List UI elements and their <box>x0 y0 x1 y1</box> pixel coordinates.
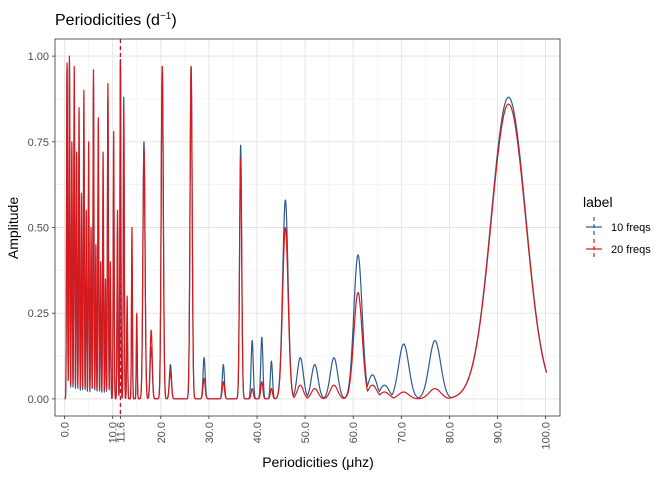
x-tick-label: 20.0 <box>156 422 168 443</box>
x-tick-label: 70.0 <box>396 422 408 443</box>
y-tick-label: 0.25 <box>28 308 49 320</box>
legend-label-1: 10 freqs <box>611 222 651 234</box>
x-tick-label: 100.0 <box>541 422 553 450</box>
y-axis-title: Amplitude <box>5 197 21 259</box>
y-axis: 0.00 0.25 0.50 0.75 1.00 <box>28 51 55 406</box>
y-tick-label: 0.00 <box>28 394 49 406</box>
x-axis: 0.0 10.011.6 20.0 30.0 40.0 50.0 60.0 70.0 80.0 9… <box>60 416 553 450</box>
legend-title: label <box>583 194 613 210</box>
x-tick-label: 40.0 <box>252 422 264 443</box>
x-tick-label: 80.0 <box>444 422 456 443</box>
x-tick-label: 30.0 <box>204 422 216 443</box>
y-tick-label: 0.75 <box>28 137 49 149</box>
series-layer <box>64 55 548 400</box>
y-tick-label: 1.00 <box>28 51 49 63</box>
chart-title: Periodicities (d−1) <box>55 11 177 29</box>
x-tick-label: 90.0 <box>492 422 504 443</box>
y-tick-label: 0.50 <box>28 223 49 235</box>
x-axis-title: Periodicities (μhz) <box>262 454 374 470</box>
x-tick-label: 10.0 <box>108 422 120 443</box>
legend-label-2: 20 freqs <box>611 244 651 256</box>
series-line-2 <box>64 55 548 400</box>
x-tick-label: 50.0 <box>300 422 312 443</box>
x-tick-label: 0.0 <box>60 422 72 437</box>
x-tick-label: 11.6 <box>115 422 127 443</box>
legend: label 10 freqs 20 freqs <box>583 194 651 259</box>
x-tick-label: 60.0 <box>348 422 360 443</box>
